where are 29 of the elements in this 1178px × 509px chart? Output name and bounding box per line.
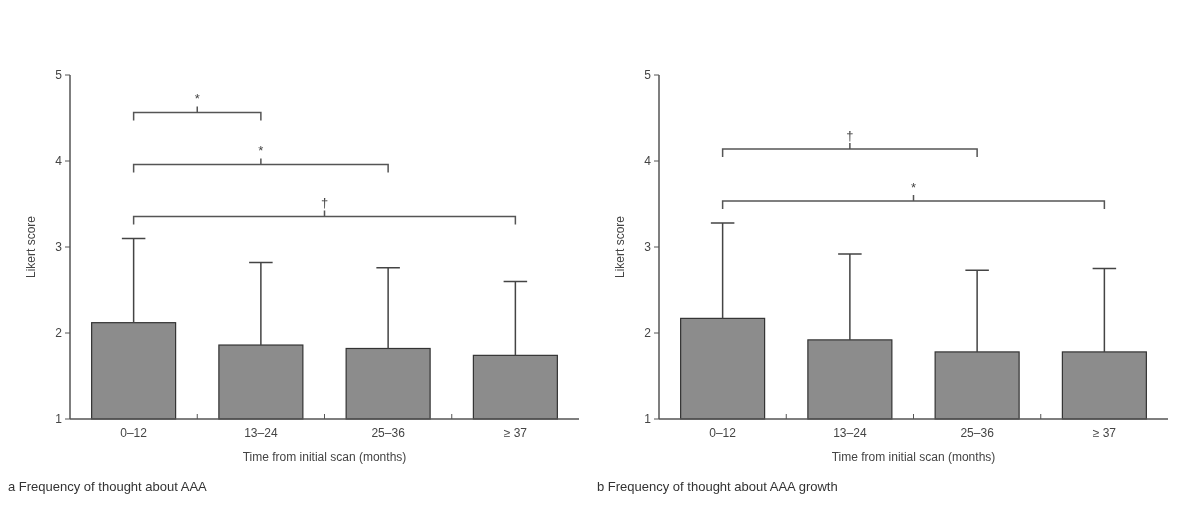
x-tick-label: 0–12 — [120, 426, 148, 440]
y-tick-label: 1 — [55, 412, 63, 427]
y-tick-label: 2 — [644, 326, 652, 341]
y-tick-label: 3 — [644, 240, 652, 255]
x-tick-label: 25–36 — [371, 426, 406, 440]
x-tick-label: 13–24 — [244, 426, 278, 440]
y-tick-label: 5 — [55, 68, 63, 83]
y-tick-label: 5 — [644, 68, 652, 83]
x-tick-label: ≥ 37 — [503, 426, 528, 440]
y-axis-title: Likert score — [24, 215, 38, 279]
annotation: * — [258, 143, 264, 159]
x-axis-title: Time from initial scan (months) — [831, 450, 996, 464]
x-tick-label: ≥ 37 — [1092, 426, 1117, 440]
y-tick-label: 3 — [55, 240, 63, 255]
y-tick-label: 4 — [644, 154, 652, 169]
text: a Frequency of thought about AAA — [8, 479, 208, 494]
annotation: * — [910, 179, 917, 195]
annotation: * — [194, 91, 200, 107]
y-tick-label: 2 — [55, 326, 63, 341]
x-tick-label: 13–24 — [833, 426, 867, 440]
x-axis-title: Time from initial scan (months) — [242, 450, 407, 464]
y-tick-label: 1 — [644, 412, 652, 427]
y-tick-label: 4 — [55, 154, 63, 169]
y-axis-title: Likert score — [613, 215, 627, 279]
x-tick-label: 25–36 — [960, 426, 995, 440]
annotation: † — [846, 127, 854, 143]
text: b Frequency of thought about AAA growth — [597, 479, 838, 494]
annotation: † — [320, 195, 329, 211]
x-tick-label: 0–12 — [709, 426, 737, 440]
